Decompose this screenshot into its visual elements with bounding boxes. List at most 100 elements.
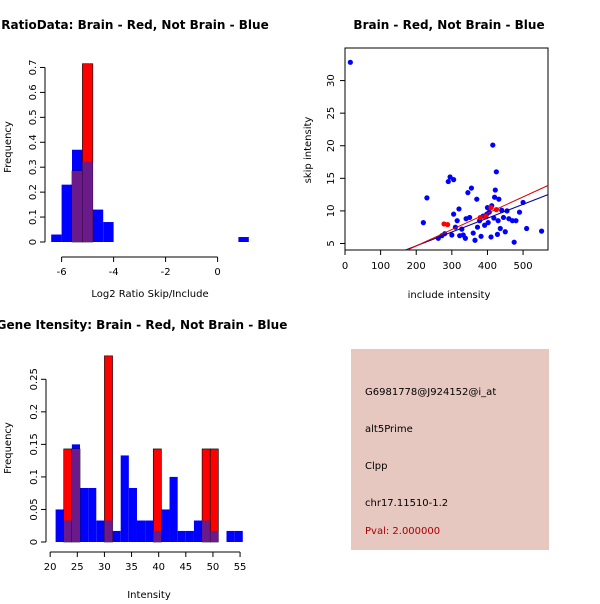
ratio-x-tick-label: -4 xyxy=(109,267,119,278)
intensity-bar-notbrain xyxy=(112,530,121,542)
ratio-histogram: RatioData: Brain - Red, Not Brain - Blue… xyxy=(1,18,268,300)
intensity-y-tick-label: 0 xyxy=(29,539,40,545)
intensity-bar-brain xyxy=(152,448,162,543)
intensity-bar-overlap xyxy=(104,520,113,542)
intensity-bar-brain xyxy=(209,448,219,543)
scatter-point-notbrain xyxy=(447,174,453,180)
scatter-point-notbrain xyxy=(511,239,517,245)
intensity-bar-notbrain xyxy=(80,487,89,542)
ratio-x-tick-label: -6 xyxy=(57,267,67,278)
intensity-bar-notbrain xyxy=(234,530,243,542)
fit-line-brain xyxy=(407,185,549,251)
ratio-bar-notbrain xyxy=(238,237,249,242)
ratio-y-tick-label: 0.2 xyxy=(28,184,39,200)
scatter-y-tick-label: 15 xyxy=(326,172,337,185)
scatter-point-notbrain xyxy=(445,178,451,185)
intensity-bar-notbrain xyxy=(177,530,186,542)
intensity-bar-notbrain xyxy=(145,520,154,542)
scatter-point-notbrain xyxy=(465,190,471,196)
scatter-point-notbrain xyxy=(499,207,505,213)
intensity-bar-notbrain xyxy=(185,530,194,542)
scatter-point-notbrain xyxy=(494,231,501,237)
ratio-x-tick-label: -2 xyxy=(161,267,171,278)
scatter-point-notbrain xyxy=(472,237,478,243)
scatter-point-notbrain xyxy=(454,218,460,224)
intensity-y-tick-label: 0.1 xyxy=(29,469,40,485)
ratio-y-tick-label: 0.3 xyxy=(28,159,39,175)
scatter-point-notbrain xyxy=(495,218,501,224)
scatter-point-notbrain xyxy=(470,230,476,236)
scatter-point-notbrain xyxy=(474,224,481,230)
scatter-point-notbrain xyxy=(524,225,530,232)
scatter-x-tick-label: 0 xyxy=(342,261,348,272)
intensity-bar-notbrain xyxy=(88,487,97,542)
scatter-point-notbrain xyxy=(478,233,484,239)
scatter-point-notbrain xyxy=(491,194,498,200)
ratio-bar-overlap xyxy=(72,170,83,242)
intensity-bar-notbrain xyxy=(193,520,203,542)
probe-info-panel: G6981778@J924152@i_at alt5Prime Clpp chr… xyxy=(351,349,549,550)
intensity-x-tick-label: 45 xyxy=(179,562,192,573)
scatter-point-brain xyxy=(488,205,494,211)
scatter-point-notbrain xyxy=(491,215,497,221)
ratio-bar-notbrain xyxy=(51,234,62,242)
scatter-point-notbrain xyxy=(482,222,488,228)
pval-text: Pval: 2.000000 xyxy=(365,526,441,537)
scatter-x-tick-label: 100 xyxy=(371,261,390,272)
intensity-y-tick-label: 0.2 xyxy=(29,404,40,420)
intensity-bar-notbrain xyxy=(226,530,235,542)
intensity-x-tick-label: 20 xyxy=(44,562,57,573)
intensity-bar-notbrain xyxy=(136,520,146,542)
ratio-x-tick-label: 0 xyxy=(214,267,220,278)
ratio-y-tick-label: 0.7 xyxy=(28,60,39,76)
scatter-xlabel: include intensity xyxy=(408,290,491,301)
ratio-bar-notbrain xyxy=(92,209,104,242)
scatter-point-notbrain xyxy=(485,220,491,226)
scatter-y-tick-label: 5 xyxy=(326,240,337,246)
scatter-y-tick-label: 30 xyxy=(326,74,337,87)
scatter-point-notbrain xyxy=(420,220,426,226)
intensity-bar-notbrain xyxy=(161,509,170,542)
ratio-bar-overlap xyxy=(82,162,93,242)
scatter-point-notbrain xyxy=(538,228,545,234)
scatter-point-notbrain xyxy=(502,229,508,235)
ratio-histogram-title: RatioData: Brain - Red, Not Brain - Blue xyxy=(1,18,268,32)
intensity-bar-overlap xyxy=(63,520,72,542)
intensity-bar-brain xyxy=(104,355,113,543)
intensity-y-tick-label: 0.05 xyxy=(29,498,40,520)
location-text: chr17.11510-1.2 xyxy=(365,498,449,509)
scatter-point-notbrain xyxy=(516,209,523,215)
intensity-histogram-title: Gene Itensity: Brain - Red, Not Brain - … xyxy=(0,318,287,332)
intensity-x-tick-label: 35 xyxy=(125,562,138,573)
scatter-point-notbrain xyxy=(449,232,455,238)
scatter-y-tick-label: 20 xyxy=(326,139,337,152)
scatter-point-notbrain xyxy=(496,196,502,202)
scatter-point-notbrain xyxy=(488,234,494,240)
scatter-point-notbrain xyxy=(462,235,468,241)
intensity-bar-overlap xyxy=(202,520,211,542)
scatter-point-notbrain xyxy=(484,205,491,211)
scatter-point-notbrain xyxy=(347,59,353,65)
scatter-point-notbrain xyxy=(497,225,503,232)
scatter-y-tick-label: 25 xyxy=(326,107,337,120)
intensity-bar-notbrain xyxy=(55,509,64,542)
scatter-point-notbrain xyxy=(509,218,515,224)
scatter-point-notbrain xyxy=(513,218,519,224)
intensity-histogram: Gene Itensity: Brain - Red, Not Brain - … xyxy=(0,318,287,601)
intensity-y-tick-label: 0.15 xyxy=(29,433,40,455)
scatter-y-tick-label: 10 xyxy=(326,205,337,218)
scatter-plot-frame xyxy=(344,47,549,251)
scatter-point-notbrain xyxy=(451,211,457,217)
scatter-point-notbrain xyxy=(492,187,498,193)
scatter-x-tick-label: 200 xyxy=(407,261,426,272)
ratio-y-tick-label: 0.5 xyxy=(28,109,39,125)
intensity-x-tick-label: 50 xyxy=(207,562,220,573)
ratio-y-tick-label: 0.6 xyxy=(28,84,39,100)
intensity-scatter: Brain - Red, Not Brain - Blue include in… xyxy=(303,18,549,301)
scatter-title: Brain - Red, Not Brain - Blue xyxy=(353,18,544,32)
scatter-point-notbrain xyxy=(468,185,475,191)
gene-symbol-text: Clpp xyxy=(365,461,388,472)
ratio-histogram-ylabel: Frequency xyxy=(3,121,14,173)
intensity-bar-notbrain xyxy=(128,487,137,542)
